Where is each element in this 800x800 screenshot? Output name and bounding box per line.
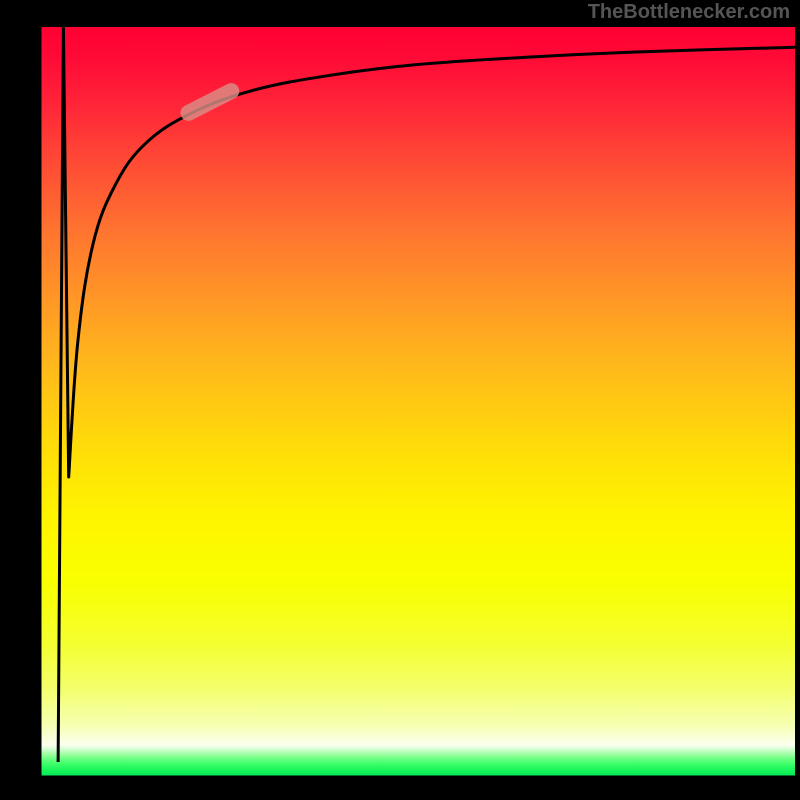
watermark-text: TheBottlenecker.com	[588, 1, 790, 24]
bottleneck-chart	[0, 0, 800, 800]
gradient-background	[40, 27, 795, 777]
chart-container: TheBottlenecker.com	[0, 0, 800, 800]
